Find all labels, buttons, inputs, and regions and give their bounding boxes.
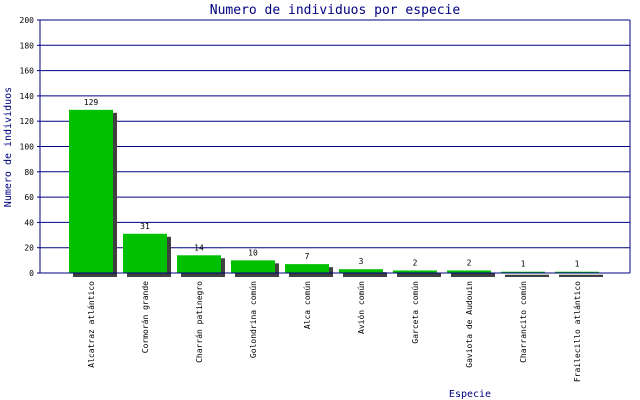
bar xyxy=(69,109,113,273)
y-tick-label: 100 xyxy=(20,143,35,152)
data-label: 7 xyxy=(305,252,310,261)
data-label: 14 xyxy=(194,243,204,252)
x-tick-label: Alca común xyxy=(303,281,312,329)
y-tick-label: 160 xyxy=(20,67,35,76)
x-tick-label: Cormorán grande xyxy=(141,281,150,353)
bar xyxy=(231,260,275,273)
y-tick-label: 80 xyxy=(24,168,34,177)
bar-shadow xyxy=(397,273,441,277)
y-tick-label: 200 xyxy=(20,16,35,25)
y-tick-label: 0 xyxy=(29,269,34,278)
x-tick-label: Frailecillo atlántico xyxy=(573,281,582,382)
y-tick-label: 20 xyxy=(24,244,34,253)
x-tick-label: Garceta común xyxy=(411,281,420,344)
bar xyxy=(177,255,221,273)
y-axis-title: Numero de individuos xyxy=(3,87,14,207)
bar-shadow xyxy=(505,274,549,277)
bar-shadow xyxy=(343,272,387,277)
bar xyxy=(447,270,491,273)
bar xyxy=(285,264,329,273)
data-label: 129 xyxy=(84,98,99,107)
bar-shadow xyxy=(559,274,603,277)
y-tick-label: 60 xyxy=(24,193,34,202)
x-tick-label: Alcatraz atlántico xyxy=(87,281,96,368)
bar xyxy=(555,271,599,273)
bar xyxy=(339,269,383,273)
data-label: 2 xyxy=(413,258,418,267)
data-label: 10 xyxy=(248,248,258,257)
data-label: 31 xyxy=(140,222,150,231)
bar-shadow xyxy=(451,273,495,277)
data-label: 1 xyxy=(575,260,580,269)
bar xyxy=(123,233,167,273)
x-tick-label: Charrán patinegro xyxy=(195,281,204,363)
x-tick-label: Charrancito común xyxy=(519,281,528,363)
y-tick-label: 140 xyxy=(20,92,35,101)
x-tick-label: Avión común xyxy=(356,281,366,334)
y-tick-label: 180 xyxy=(20,41,35,50)
x-tick-label: Golondrina común xyxy=(249,281,258,358)
bar xyxy=(393,270,437,273)
x-axis-title: Especie xyxy=(449,389,491,400)
data-label: 3 xyxy=(359,257,364,266)
data-label: 1 xyxy=(521,260,526,269)
bar xyxy=(501,271,545,273)
y-tick-label: 40 xyxy=(24,218,34,227)
y-tick-label: 120 xyxy=(20,117,35,126)
chart-title: Numero de individuos por especie xyxy=(210,3,461,18)
data-label: 2 xyxy=(467,258,472,267)
x-tick-label: Gaviota de Audouin xyxy=(465,281,474,368)
